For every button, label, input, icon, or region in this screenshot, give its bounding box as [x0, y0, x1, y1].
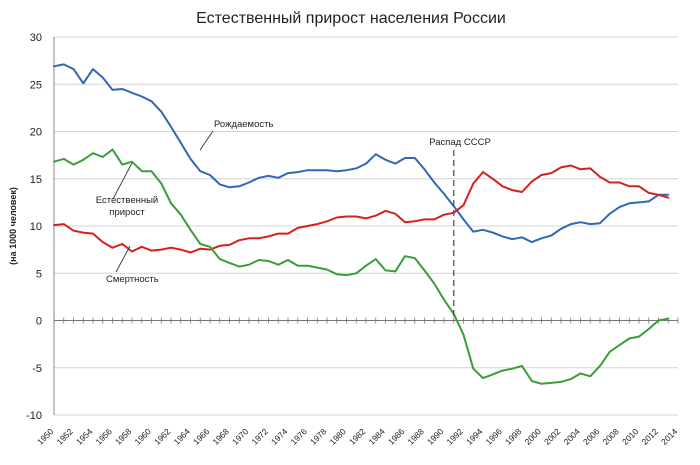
y-tick-label: 5 [36, 268, 42, 280]
x-tick-label: 1980 [327, 426, 348, 447]
birth-series-label: Рождаемость [214, 119, 273, 130]
natural-label-leader [112, 162, 133, 200]
x-tick-label: 1970 [230, 426, 251, 447]
x-tick-label: 1972 [249, 426, 270, 447]
x-tick-label: 1988 [405, 426, 426, 447]
series-line [53, 63, 670, 244]
grid-lines [54, 36, 678, 416]
y-tick-label: 30 [30, 32, 42, 44]
x-tick-label: 1990 [425, 426, 446, 447]
y-tick-label: -5 [32, 363, 42, 375]
x-tick-label: 1966 [191, 426, 212, 447]
x-tick-label: 1996 [483, 426, 504, 447]
birth-label-leader [199, 130, 214, 151]
x-tick-label: 2002 [542, 426, 563, 447]
x-tick-label: 1976 [288, 426, 309, 447]
x-tick-label: 2008 [600, 426, 621, 447]
series-line [53, 148, 670, 385]
natural-series-label-line2: прирост [109, 207, 145, 218]
y-tick-label: -10 [26, 410, 42, 422]
x-tick-label: 1998 [503, 426, 524, 447]
x-tick-label: 1952 [54, 426, 75, 447]
y-tick-label: 15 [30, 174, 42, 186]
x-tick-label: 1984 [366, 426, 387, 447]
annotations: Распад СССР Рождаемость Естественный при… [96, 119, 491, 321]
series-lines [53, 63, 670, 385]
x-tick-label: 2010 [620, 426, 641, 447]
x-tick-label: 1956 [93, 426, 114, 447]
x-tick-label: 1958 [113, 426, 134, 447]
x-tick-label: 2006 [581, 426, 602, 447]
x-tick-label: 1986 [386, 426, 407, 447]
x-tick-label: 2004 [561, 426, 582, 447]
chart-title: Естественный прирост населения России [196, 10, 506, 27]
x-tick-label: 1968 [210, 426, 231, 447]
x-tick-label: 2000 [522, 426, 543, 447]
y-tick-label: 0 [36, 316, 42, 328]
x-tick-label: 1994 [464, 426, 485, 447]
x-tick-label: 2012 [639, 426, 660, 447]
natural-series-label-line1: Естественный [96, 195, 158, 206]
x-tick-label: 1992 [444, 426, 465, 447]
x-tick-label: 1974 [269, 426, 290, 447]
death-series-label: Смертность [106, 274, 159, 285]
y-tick-labels: -10 -5 0 5 10 15 20 25 30 [26, 32, 42, 422]
y-tick-label: 10 [30, 221, 42, 233]
x-tick-label: 1954 [74, 426, 95, 447]
x-tick-label: 1962 [152, 426, 173, 447]
x-tick-label: 1960 [132, 426, 153, 447]
x-tick-label: 1982 [347, 426, 368, 447]
death-label-leader [115, 245, 131, 273]
series-line [53, 164, 670, 254]
axes [53, 37, 679, 415]
x-tick-label: 2014 [659, 426, 680, 447]
y-axis-label: (на 1000 человек) [8, 187, 18, 265]
x-tick-label: 1964 [171, 426, 192, 447]
x-tick-label: 1950 [35, 426, 56, 447]
x-tick-labels: 1950 1952 1954 1956 1958 1960 1962 1964 1966 1968… [35, 426, 680, 447]
y-tick-label: 25 [30, 79, 42, 91]
y-tick-label: 20 [30, 127, 42, 139]
x-tick-label: 1978 [308, 426, 329, 447]
ussr-collapse-label: Распад СССР [429, 137, 491, 148]
